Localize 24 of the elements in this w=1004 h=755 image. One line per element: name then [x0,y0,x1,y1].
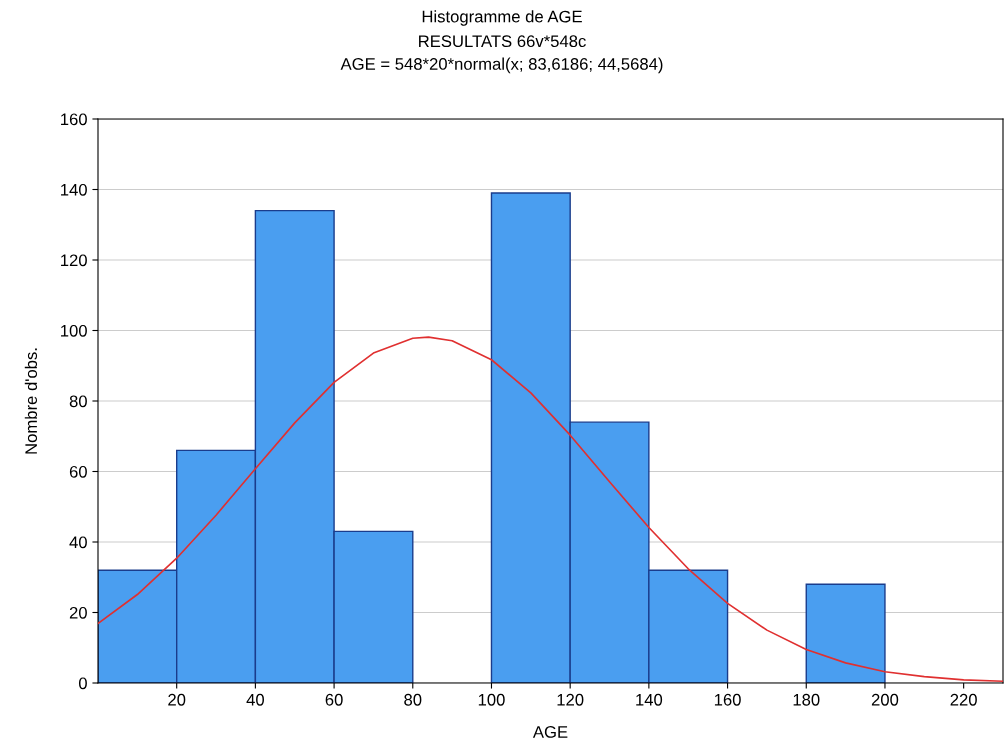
x-tick-label: 140 [636,693,663,706]
x-tick-label: 160 [714,693,741,706]
x-tick-label: 220 [950,693,977,706]
chart-title: Histogramme de AGE [422,10,582,26]
x-axis-title: AGE [532,726,568,738]
y-tick-label: 20 [69,606,87,619]
y-tick-label: 60 [69,465,87,478]
y-tick-label: 160 [61,113,87,126]
x-tick-label: 200 [871,693,899,706]
x-tick-label: 100 [478,693,505,706]
x-tick-label: 80 [404,693,422,706]
x-tick-label: 60 [325,693,343,706]
y-tick-label: 80 [69,395,87,408]
x-tick-label: 180 [793,693,820,706]
y-axis-title: Nombre d'obs. [24,348,38,454]
chart-subtitle: RESULTATS 66v*548c AGE = 548*20*normal(x; 83,6186; 44,5684) [340,35,663,74]
x-tick-label: 120 [557,693,584,706]
y-tick-label: 140 [61,183,87,196]
y-tick-label: 0 [78,677,87,690]
y-tick-label: 120 [61,254,87,267]
y-tick-label: 100 [61,324,87,337]
x-tick-label: 20 [168,693,186,706]
x-tick-label: 40 [246,693,265,706]
y-tick-label: 40 [69,536,87,549]
